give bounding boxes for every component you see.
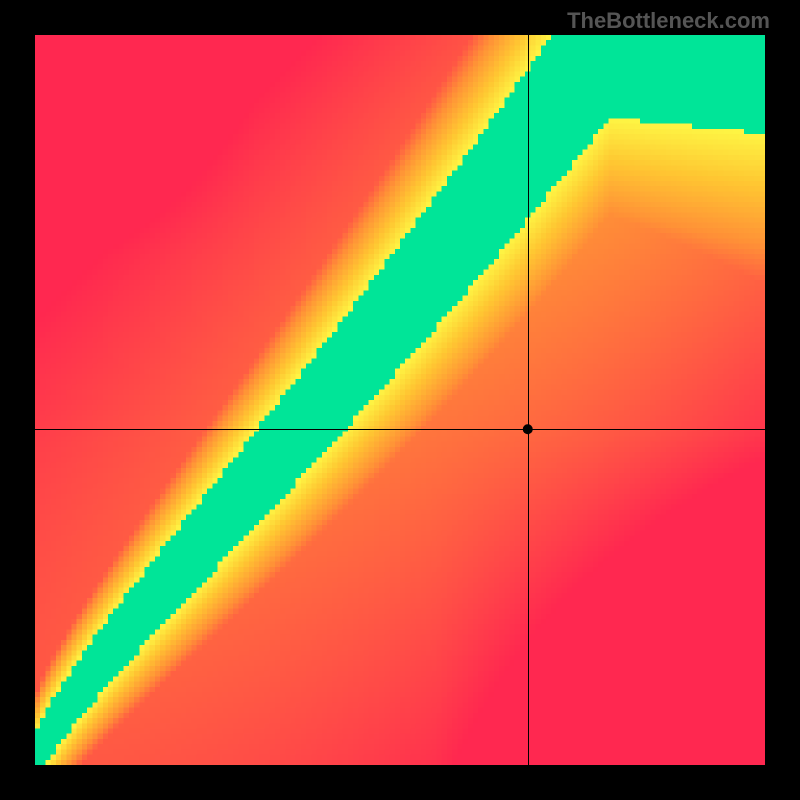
watermark-text: TheBottleneck.com (567, 8, 770, 34)
crosshair-overlay (0, 0, 800, 800)
chart-container: { "type": "heatmap", "watermark": { "tex… (0, 0, 800, 800)
